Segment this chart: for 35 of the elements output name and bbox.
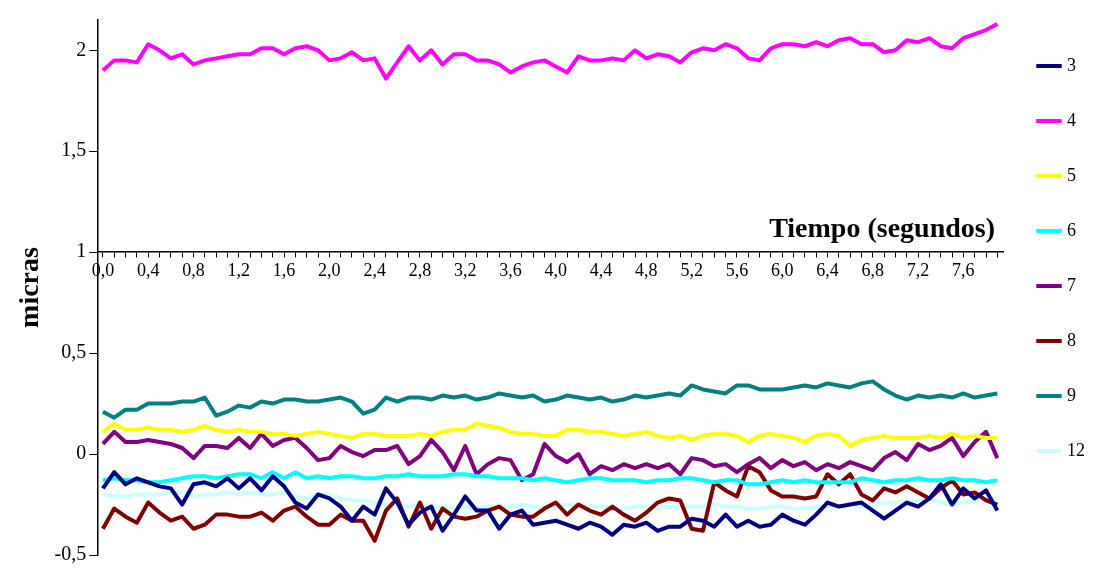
legend-label: 12	[1067, 439, 1085, 460]
legend-label: 4	[1067, 109, 1076, 130]
x-tick-label: 6,4	[816, 259, 839, 280]
x-tick-label: 4,4	[589, 259, 613, 280]
y-tick-label: 0,5	[61, 340, 87, 363]
y-tick-label: 1,5	[61, 138, 87, 161]
y-axis-title: micras	[13, 246, 45, 328]
y-tick-label: 1	[76, 239, 87, 262]
x-tick-label: 7,6	[952, 259, 975, 280]
x-tick-label: 2,4	[363, 259, 386, 280]
x-tick-label: 2,8	[408, 259, 432, 280]
x-tick-label: 5,2	[680, 259, 703, 280]
x-tick-label: 3,6	[499, 259, 522, 280]
x-tick-label: 7,2	[906, 259, 930, 280]
x-tick-label: 4,0	[544, 259, 568, 280]
x-tick-label: 6,0	[770, 259, 794, 280]
y-tick-label: 2	[76, 37, 87, 60]
y-tick-label: 0	[76, 441, 87, 464]
x-axis-title: Tiempo (segundos)	[769, 212, 995, 244]
x-tick-label: 0,8	[182, 259, 205, 280]
legend-label: 9	[1067, 384, 1076, 405]
x-tick-label: 1,6	[272, 259, 296, 280]
legend-label: 5	[1067, 164, 1076, 185]
x-tick-label: 3,2	[453, 259, 477, 280]
y-tick-label: -0,5	[54, 542, 87, 565]
legend-label: 7	[1067, 274, 1076, 295]
x-tick-label: 5,6	[725, 259, 749, 280]
x-tick-label: 0,4	[136, 259, 160, 280]
x-tick-label: 2,0	[318, 259, 341, 280]
x-tick-label: 1,2	[227, 259, 251, 280]
legend-label: 3	[1067, 54, 1076, 75]
legend-label: 8	[1067, 329, 1076, 350]
x-tick-label: 6,8	[861, 259, 885, 280]
x-tick-label: 4,8	[635, 259, 658, 280]
legend-label: 6	[1067, 219, 1076, 240]
